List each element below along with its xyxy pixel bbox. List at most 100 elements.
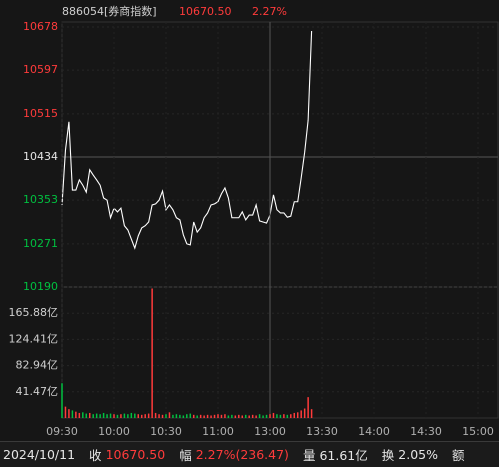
y-tick-label: 10271 <box>23 237 58 250</box>
volume-bar <box>206 414 209 418</box>
volume-bar <box>92 414 94 418</box>
volume-bar <box>88 412 91 418</box>
status-bar: 2024/10/11 收 10670.50 幅 2.27%(236.47) 量 61.61… <box>0 441 499 467</box>
volume-bar <box>123 413 126 418</box>
y-tick-label: 10434 <box>23 150 58 163</box>
stock-change: 2.27% <box>252 5 287 18</box>
volume-bar <box>220 414 223 418</box>
volume-bar <box>127 414 129 418</box>
volume-bar <box>168 412 171 418</box>
y-tick-label: 10597 <box>23 63 58 76</box>
y-tick-label: 10190 <box>23 280 58 293</box>
stock-name: 886054[券商指数] <box>62 4 157 18</box>
y-tick-label: 10353 <box>23 193 58 206</box>
volume-bar <box>140 414 143 418</box>
status-label: 量 <box>302 448 316 463</box>
status-label: 换 <box>381 448 395 463</box>
volume-bar <box>102 412 105 418</box>
status-date: 2024/10/11 <box>3 447 76 462</box>
volume-bar <box>244 414 247 418</box>
volume-bar <box>293 412 296 418</box>
volume-bar <box>276 414 278 418</box>
volume-bar <box>137 414 140 418</box>
status-value: 10670.50 <box>105 447 166 462</box>
volume-bar <box>269 414 271 418</box>
volume-bar <box>300 410 302 418</box>
volume-bar <box>85 413 88 418</box>
volume-bar <box>109 413 112 418</box>
y-tick-label: 10515 <box>23 107 58 120</box>
x-tick-label: 09:30 <box>46 425 78 438</box>
volume-bar <box>182 415 185 418</box>
volume-bar <box>310 409 313 418</box>
volume-bar <box>307 397 309 418</box>
volume-bar <box>78 412 81 418</box>
background <box>0 0 499 441</box>
y-tick-label: 41.47亿 <box>16 385 59 398</box>
volume-bar <box>61 383 63 418</box>
volume-bar <box>64 406 67 418</box>
volume-bar <box>238 414 240 418</box>
volume-bar <box>248 415 250 418</box>
volume-bar <box>147 413 150 418</box>
volume-bar <box>296 412 299 418</box>
x-tick-label: 10:00 <box>98 425 130 438</box>
volume-bar <box>224 414 226 418</box>
x-tick-label: 13:30 <box>306 425 338 438</box>
chart: 886054[券商指数] 10670.50 2.27% 10678 10597 10… <box>0 0 499 441</box>
volume-bar <box>116 414 119 418</box>
volume-bar <box>151 288 153 418</box>
x-tick-label: 11:00 <box>202 425 234 438</box>
y-tick-label: 82.94亿 <box>16 359 59 372</box>
volume-bar <box>290 414 292 418</box>
volume-bar <box>262 415 264 418</box>
volume-bar <box>189 413 192 418</box>
volume-bar <box>227 415 230 418</box>
volume-bar <box>172 414 174 418</box>
volume-bar <box>279 414 282 418</box>
volume-bar <box>251 414 254 418</box>
y-tick-label: 124.41亿 <box>9 332 59 345</box>
volume-bar <box>95 413 98 418</box>
volume-bar <box>196 415 198 418</box>
status-value: 2.27%(236.47) <box>195 447 289 462</box>
volume-bar <box>175 414 178 418</box>
x-tick-label: 10:30 <box>150 425 182 438</box>
status-label: 幅 <box>179 448 192 463</box>
volume-bar <box>213 414 216 418</box>
status-label: 收 <box>89 448 102 463</box>
volume-bar <box>106 414 108 418</box>
stock-price: 10670.50 <box>179 5 232 18</box>
volume-bar <box>158 414 160 418</box>
volume-bar <box>179 414 181 418</box>
x-tick-label: 14:00 <box>358 425 390 438</box>
status-label: 额 <box>451 448 465 463</box>
volume-bar <box>154 412 157 418</box>
volume-bar <box>231 414 233 418</box>
volume-bar <box>99 414 101 418</box>
volume-bar <box>199 414 202 418</box>
volume-bar <box>192 414 195 418</box>
x-tick-label: 13:00 <box>254 425 286 438</box>
x-tick-label: 15:00 <box>462 425 494 438</box>
volume-bar <box>241 415 244 418</box>
volume-bar <box>144 414 146 418</box>
volume-bar <box>272 412 275 418</box>
x-tick-label: 14:30 <box>410 425 442 438</box>
volume-bar <box>71 410 74 418</box>
volume-bar <box>68 409 70 418</box>
volume-bar <box>258 414 261 418</box>
volume-bar <box>134 413 136 418</box>
volume-bar <box>161 414 164 418</box>
volume-bar <box>234 415 237 418</box>
volume-bar <box>283 414 285 418</box>
volume-bar <box>303 408 306 418</box>
y-tick-label: 165.88亿 <box>9 306 59 319</box>
volume-bar <box>210 415 212 418</box>
volume-bar <box>130 412 133 418</box>
volume-bar <box>113 414 115 418</box>
volume-bar <box>82 412 84 418</box>
status-value: 61.61亿 <box>319 448 368 463</box>
y-tick-label: 10678 <box>23 20 58 33</box>
